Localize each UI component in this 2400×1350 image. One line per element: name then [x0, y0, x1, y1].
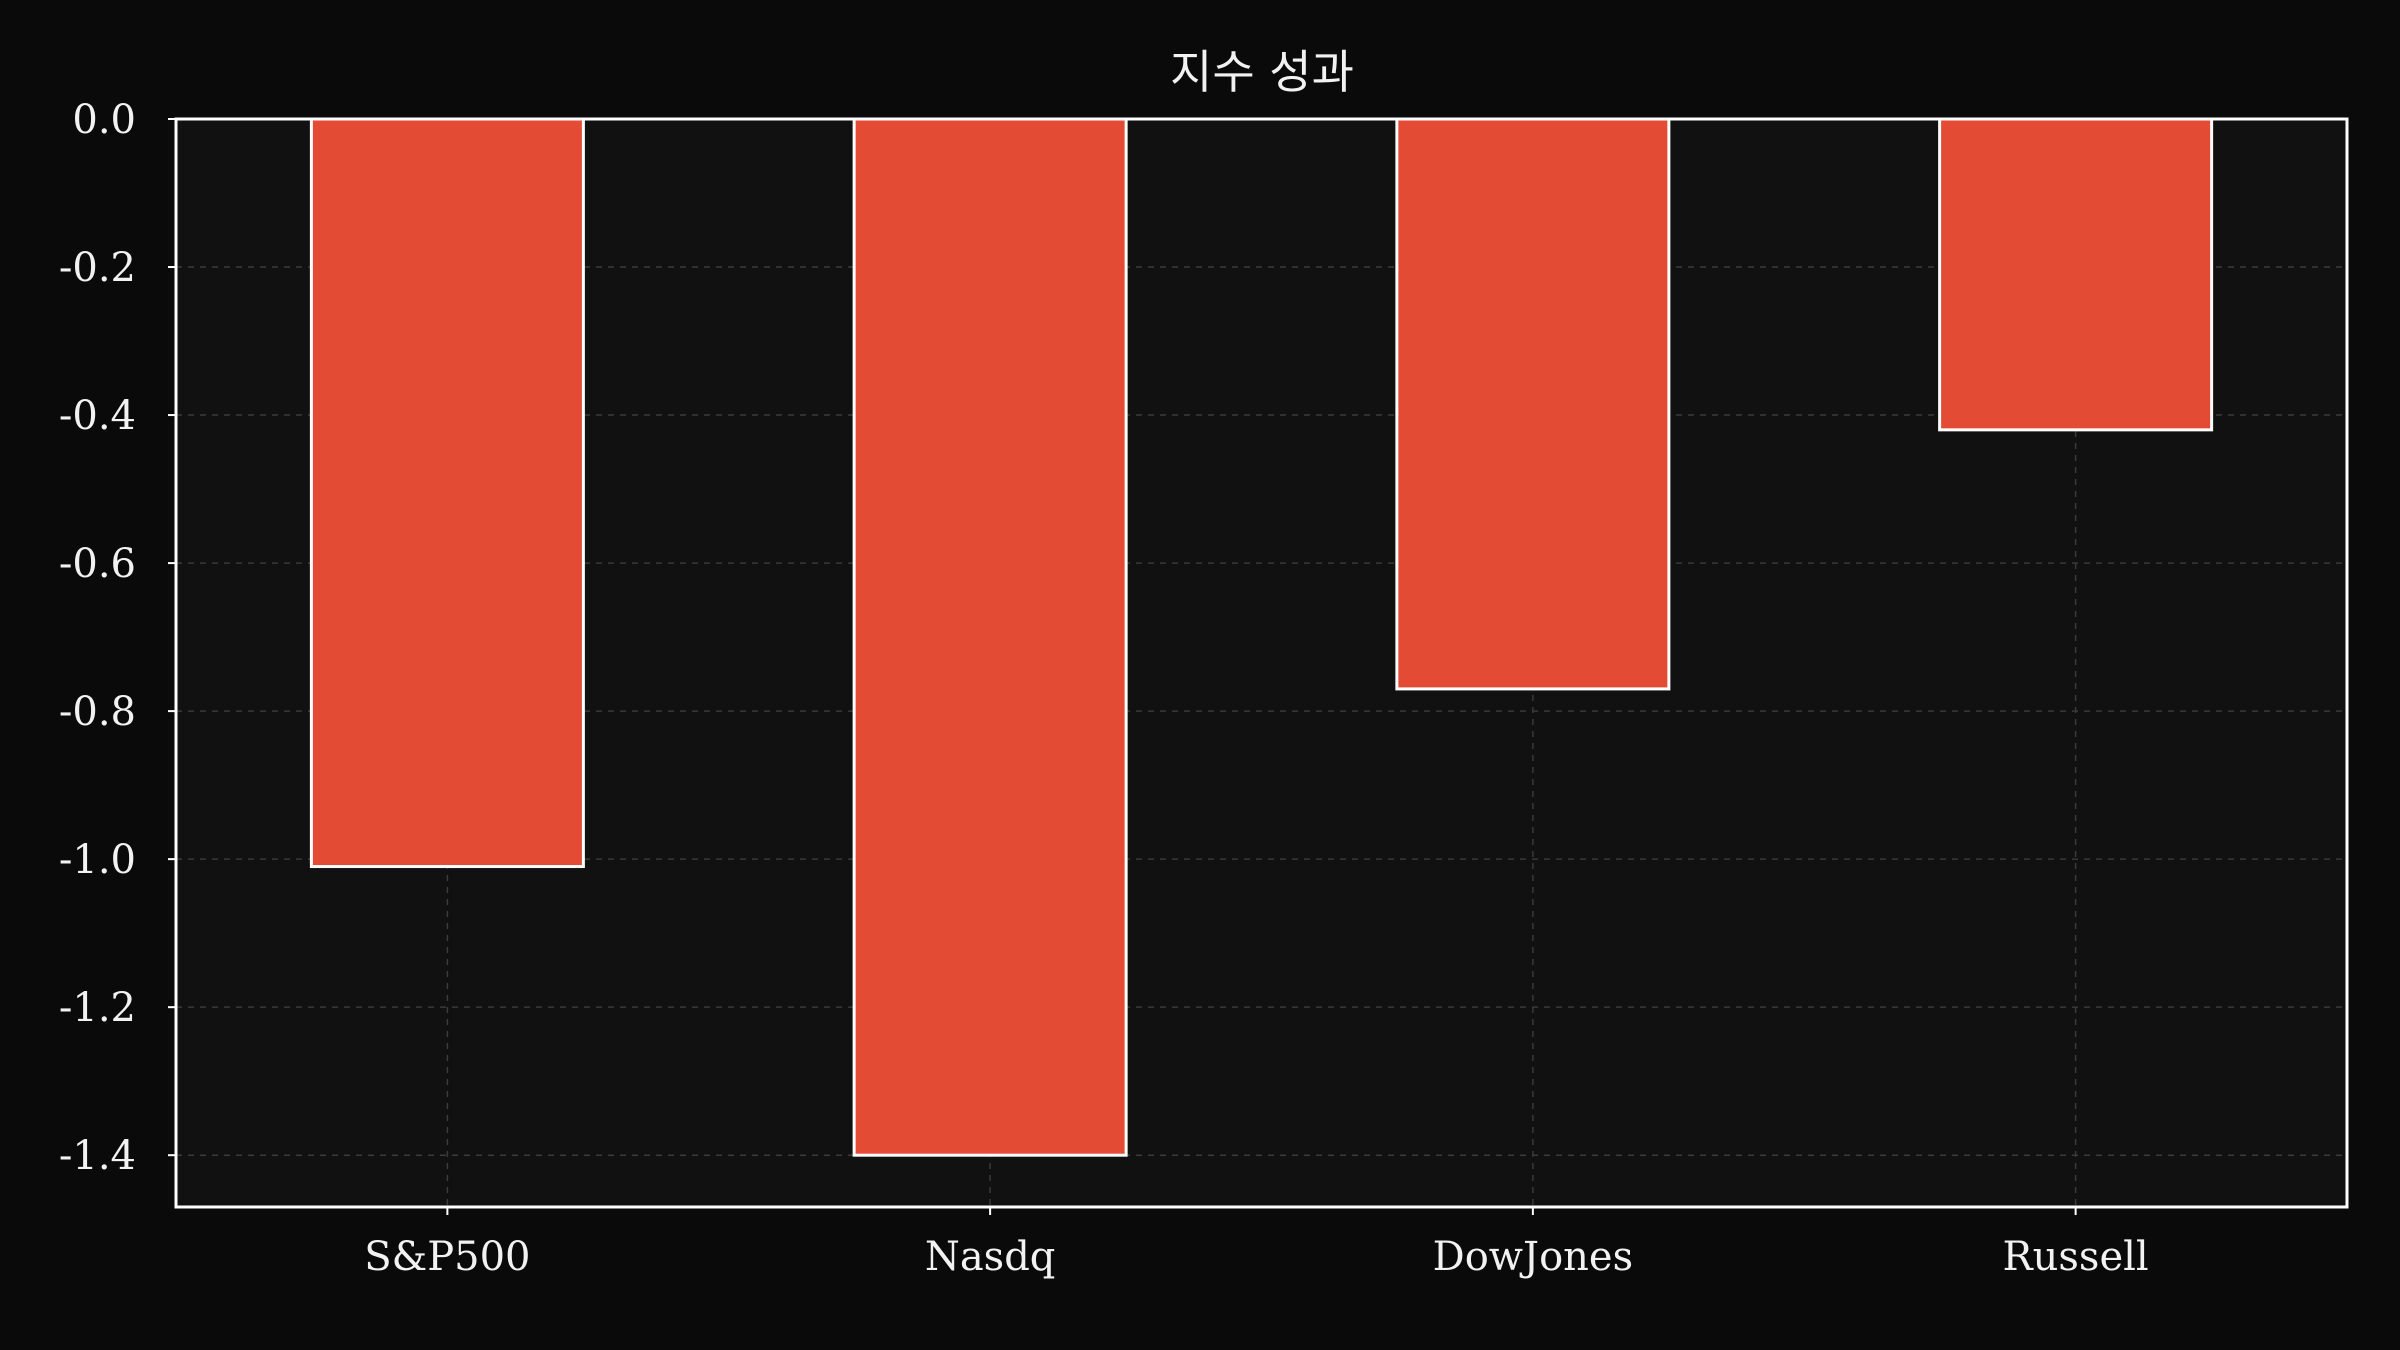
chart-title: 지수 성과	[1170, 45, 1354, 99]
y-tick-label: -1.4	[59, 1133, 136, 1179]
bar-russell	[1938, 117, 2214, 432]
bar-nasdq	[852, 117, 1128, 1157]
x-tick-label: Nasdq	[925, 1234, 1056, 1280]
plot-frame	[174, 117, 2349, 1209]
x-tick-label: S&P500	[364, 1234, 530, 1280]
y-tick-label: -1.2	[59, 985, 136, 1031]
y-tick-label: -0.6	[59, 541, 136, 587]
bar-dowjones	[1395, 117, 1671, 691]
y-tick-label: -0.4	[59, 393, 136, 439]
x-tick-label: Russell	[2003, 1234, 2149, 1280]
x-tick-label: DowJones	[1433, 1234, 1633, 1280]
bar-s-p500	[309, 117, 585, 869]
y-tick-label: -1.0	[59, 837, 136, 883]
x-axis-ticks: S&P500 Nasdq DowJones Russell	[364, 1207, 2149, 1280]
y-tick-label: -0.2	[59, 245, 136, 291]
y-tick-label: 0.0	[72, 97, 136, 143]
y-axis-ticks: 0.0 -0.2 -0.4 -0.6 -0.8 -1.0 -1.2 -1.4	[59, 97, 176, 1179]
bars	[309, 117, 2214, 1157]
y-tick-label: -0.8	[59, 689, 136, 735]
